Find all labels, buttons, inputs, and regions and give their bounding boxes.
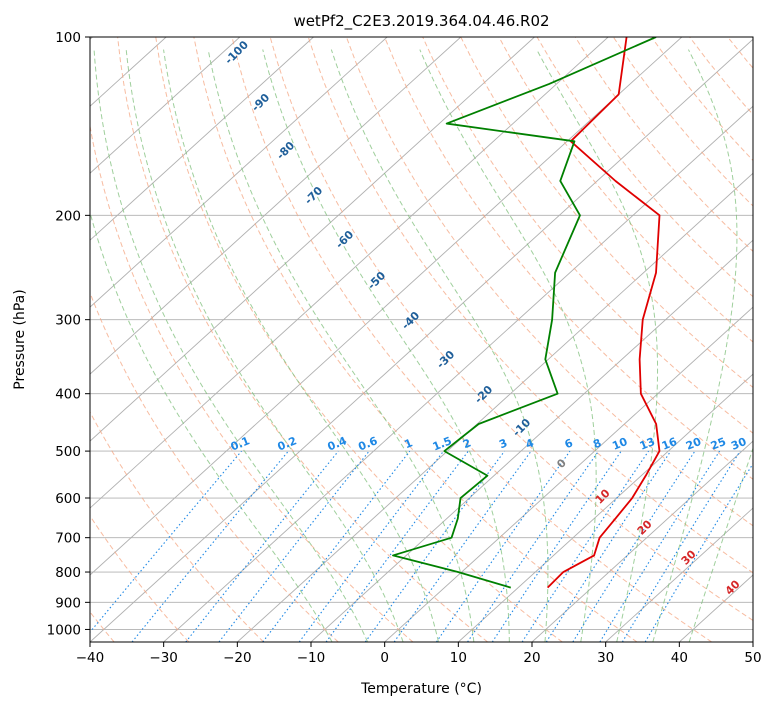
x-tick-label: −10 [297, 650, 326, 666]
moist-adiabat-line [93, 49, 369, 642]
x-tick-label: −20 [223, 650, 252, 666]
isotherm-line [458, 373, 753, 642]
dry-adiabat-line [498, 37, 753, 343]
x-tick-label: 10 [450, 650, 467, 666]
moist-adiabat-line [688, 446, 753, 642]
mixing-ratio-lines [90, 450, 753, 642]
moist-adiabat-line [90, 210, 333, 642]
isotherm-line [90, 37, 683, 576]
dry-adiabat-line [766, 37, 775, 642]
moist-adiabat-line [262, 49, 510, 642]
moist-adiabat-line [330, 49, 549, 642]
y-tick-label: 700 [55, 531, 81, 547]
x-tick-label: 40 [671, 650, 688, 666]
dewpoint-curve [392, 37, 657, 589]
mixing-ratio-line [364, 450, 505, 642]
mixing-ratio-line [644, 462, 753, 642]
mixing-ratio-line [393, 450, 532, 642]
dry-adiabat-line [536, 37, 753, 298]
dry-adiabat-line [231, 37, 713, 642]
isotherm-line [90, 37, 314, 241]
y-tick-label: 400 [55, 387, 81, 403]
mixing-ratio-line [185, 450, 339, 642]
mixing-ratio-label: 25 [709, 435, 728, 453]
mixing-ratio-line [521, 450, 650, 642]
chart-title: wetPf2_C2E3.2019.364.04.46.R02 [293, 12, 549, 31]
mixing-ratio-label: 3 [497, 436, 509, 451]
isotherm-line [384, 306, 753, 642]
y-tick-label: 100 [55, 30, 81, 46]
dry-adiabat-line [422, 37, 753, 434]
mixing-ratio-line [90, 450, 242, 633]
x-tick-label: 50 [744, 650, 761, 666]
isotherm-line [90, 37, 462, 375]
dry-adiabat-line [193, 37, 638, 642]
moist-adiabat-line [125, 49, 404, 642]
moist-adiabat-line [419, 49, 597, 642]
x-tick-label: 20 [523, 650, 540, 666]
isotherm-line [163, 105, 753, 642]
y-axis-ticks: 100 200 300 400 500 600 700 800 900 1000 [47, 30, 90, 638]
isotherm-line [90, 37, 241, 174]
x-tick-label: −30 [149, 650, 178, 666]
dry-adiabat-line [90, 411, 264, 642]
temperature-curve [546, 37, 661, 589]
profile-curves [392, 37, 661, 589]
y-tick-label: 200 [55, 208, 81, 224]
x-tick-label: −40 [76, 650, 105, 666]
isotherm-line [90, 37, 609, 509]
isotherm-line [237, 172, 753, 642]
y-axis-label: Pressure (hPa) [12, 289, 28, 389]
mixing-ratio-label: 13 [638, 435, 657, 453]
y-tick-label: 500 [55, 444, 81, 460]
mixing-ratio-line [572, 450, 696, 642]
isotherm-line [531, 440, 753, 642]
mixing-ratio-line [325, 450, 469, 642]
mixing-ratio-label: 1 [403, 436, 415, 451]
plot-frame [89, 36, 754, 643]
moist-adiabat-line [652, 49, 738, 642]
mixing-ratio-line [298, 450, 444, 642]
mixing-ratio-label: 8 [591, 436, 603, 451]
x-tick-label: 30 [597, 650, 614, 666]
mixing-ratio-line [131, 450, 289, 642]
x-axis-ticks: −40 −30 −20 −10 0 10 20 30 40 50 [76, 642, 762, 666]
dry-adiabat-line [345, 37, 753, 527]
isotherm-line [752, 641, 753, 642]
y-tick-label: 1000 [47, 622, 81, 638]
x-tick-label: 0 [380, 650, 389, 666]
mixing-ratio-label: 2 [461, 436, 473, 451]
mixing-ratio-line [545, 450, 672, 642]
y-tick-label: 800 [55, 565, 81, 581]
y-tick-label: 600 [55, 491, 81, 507]
y-tick-label: 300 [55, 313, 81, 329]
y-tick-label: 900 [55, 595, 81, 611]
isotherm-line [90, 37, 535, 442]
mixing-ratio-label: 30 [729, 435, 748, 453]
dry-adiabat-line [269, 37, 753, 622]
isotherm-line [90, 37, 388, 308]
dry-adiabat-line [90, 123, 414, 642]
moist-adiabat-line [207, 49, 475, 642]
mixing-ratio-label: 16 [660, 435, 679, 453]
mixing-ratio-label: 10 [610, 435, 629, 453]
mixing-ratio-line [435, 450, 571, 642]
x-axis-label: Temperature (°C) [360, 681, 482, 697]
moist-adiabat-lines [90, 49, 753, 642]
isotherm-line [90, 38, 753, 642]
dry-adiabat-line [155, 37, 563, 642]
moist-adiabat-line [163, 49, 439, 642]
isotherm-line [605, 507, 753, 642]
dry-adiabat-line [117, 37, 488, 642]
mixing-ratio-line [467, 450, 599, 642]
mixing-ratio-line [491, 450, 622, 642]
mixing-ratio-label: 20 [684, 435, 703, 453]
mixing-ratio-line [621, 450, 741, 642]
